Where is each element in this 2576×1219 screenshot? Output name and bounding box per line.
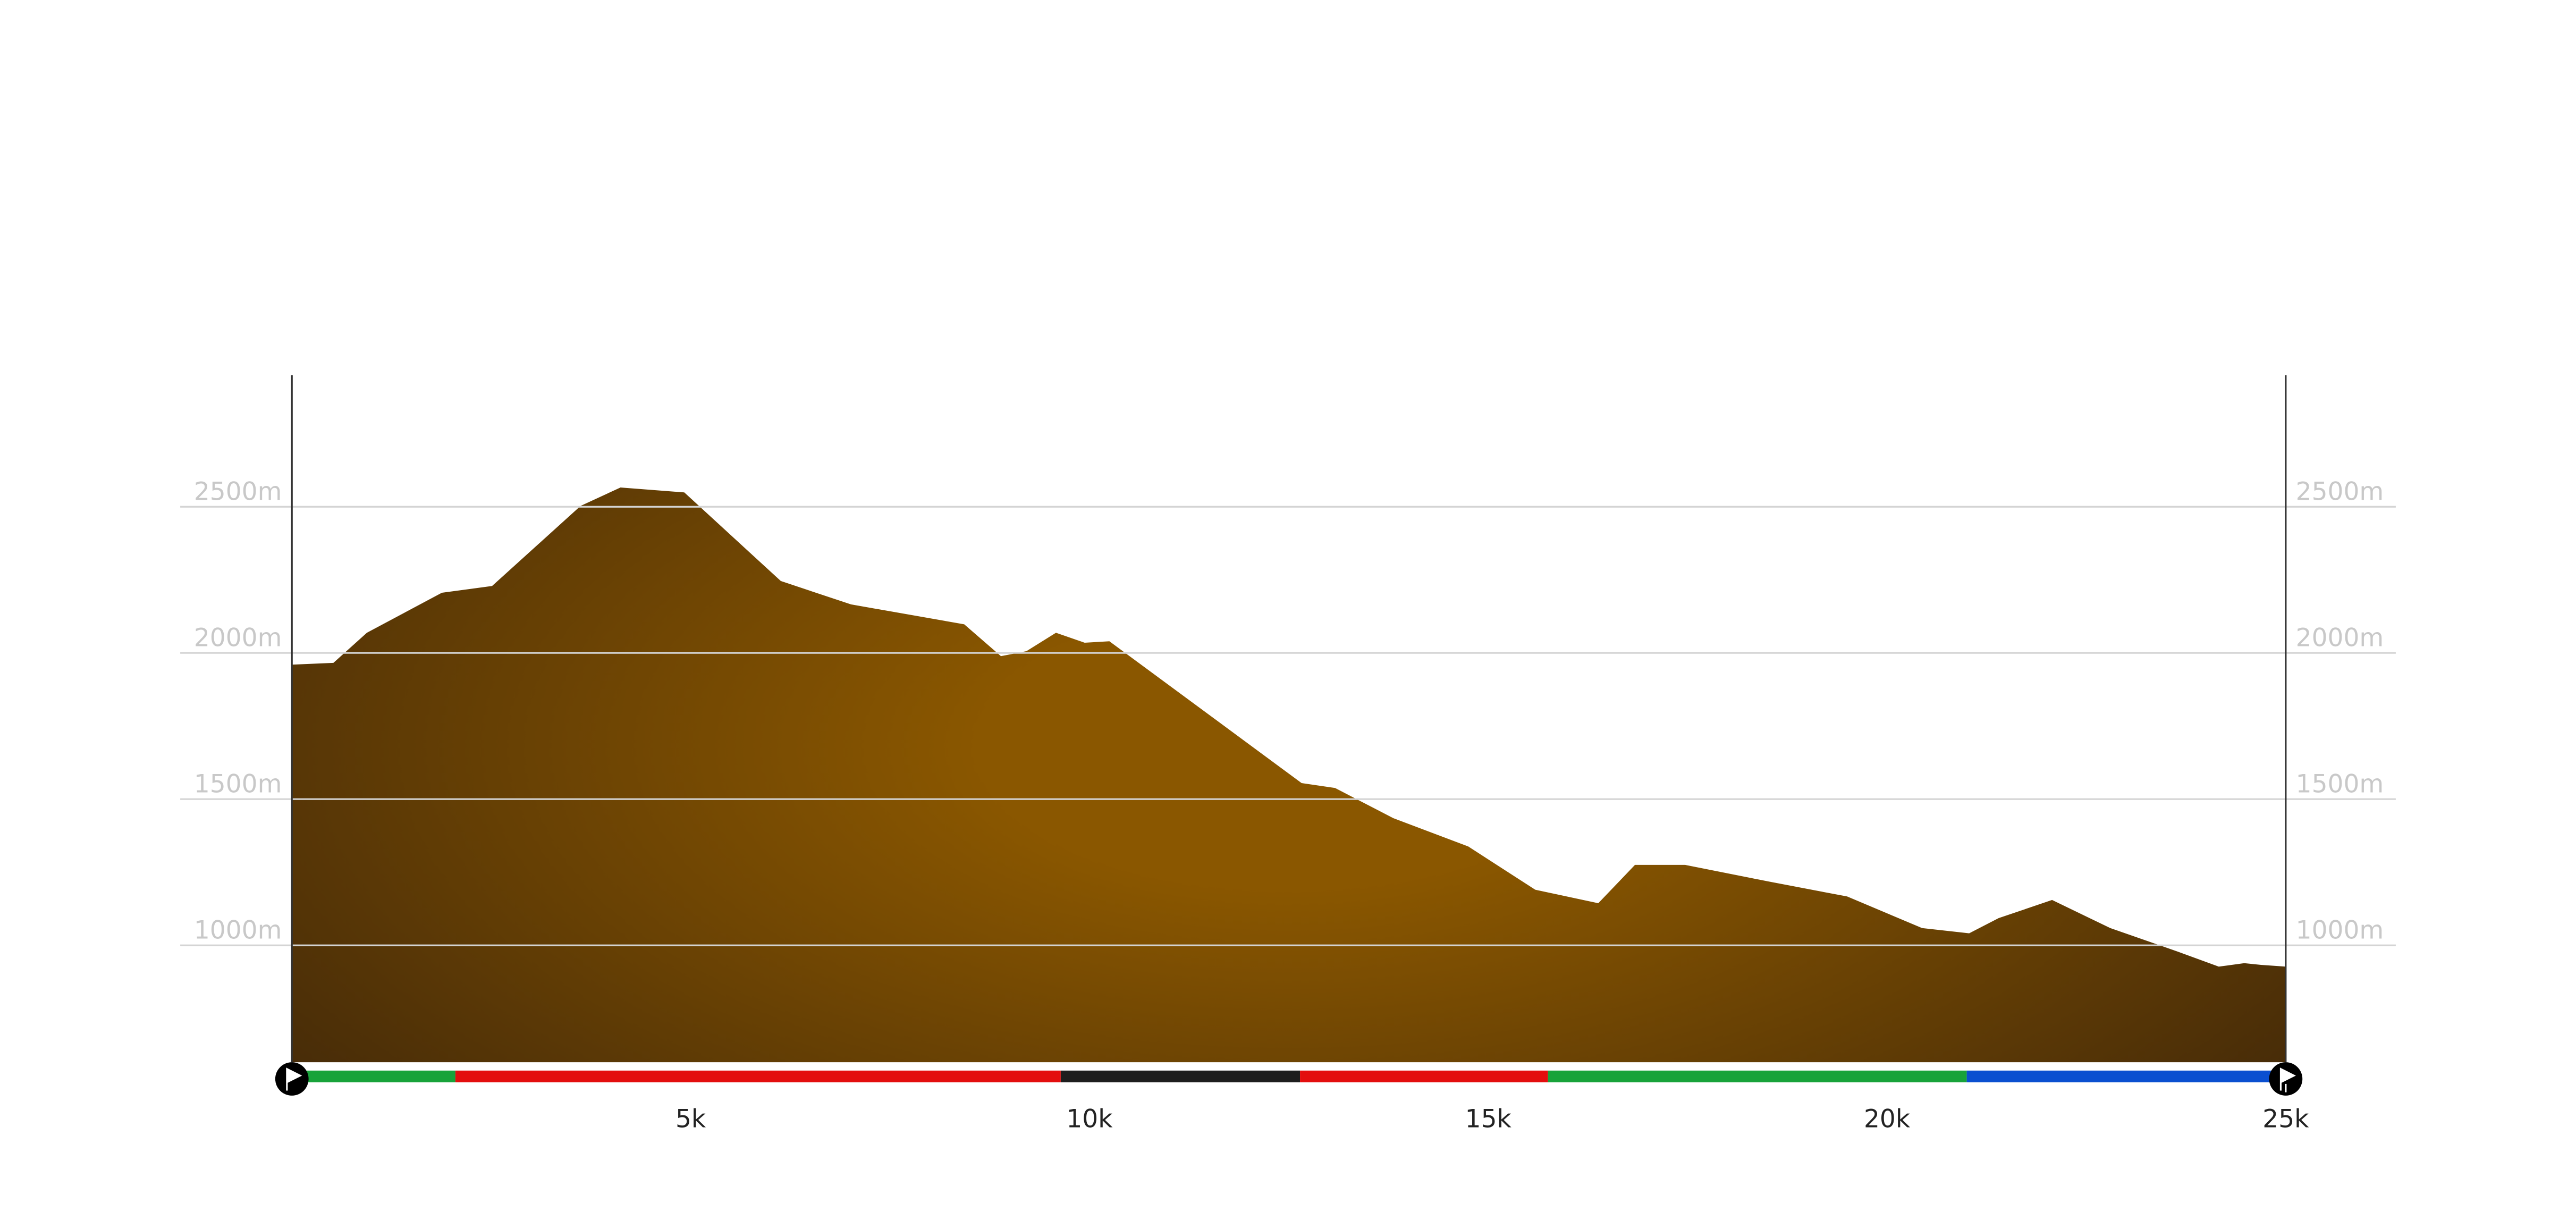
plot: 1000m 1000m 1500m 1500m 2000m 2000m 2500m 2500m… bbox=[180, 375, 2396, 1133]
flag-icon bbox=[286, 1067, 302, 1091]
elevation-area bbox=[292, 487, 2286, 1063]
difficulty-segment bbox=[292, 1070, 455, 1082]
y-tick-label: 2000m bbox=[194, 624, 282, 653]
y-tick-label-right: 1500m bbox=[2296, 770, 2384, 799]
x-tick-label: 15k bbox=[1465, 1104, 1512, 1133]
difficulty-segment bbox=[455, 1070, 1061, 1082]
x-tick-label: 10k bbox=[1066, 1104, 1113, 1133]
difficulty-segment bbox=[1966, 1070, 2286, 1082]
x-tick-label: 25k bbox=[2262, 1104, 2309, 1133]
y-tick-label-right: 1000m bbox=[2296, 916, 2384, 945]
x-tick-label: 20k bbox=[1864, 1104, 1911, 1133]
difficulty-segment bbox=[1548, 1070, 1967, 1082]
y-tick-label-right: 2500m bbox=[2296, 477, 2384, 507]
difficulty-segment bbox=[1060, 1070, 1300, 1082]
y-tick-label: 1500m bbox=[194, 770, 282, 799]
difficulty-segment bbox=[1300, 1070, 1548, 1082]
y-tick-label: 2500m bbox=[194, 477, 282, 507]
flag-icon bbox=[2279, 1067, 2296, 1091]
y-tick-label: 1000m bbox=[194, 916, 282, 945]
x-tick-label: 5k bbox=[675, 1104, 706, 1133]
y-tick-label-right: 2000m bbox=[2296, 624, 2384, 653]
